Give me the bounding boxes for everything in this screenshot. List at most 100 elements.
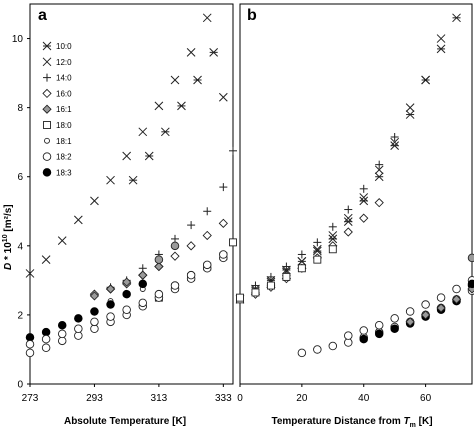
data-point: [90, 307, 99, 316]
x-axis-title-b-main: Temperature Distance from: [271, 416, 403, 427]
data-point: [436, 34, 446, 43]
data-point: [74, 314, 83, 323]
data-point: [106, 300, 115, 309]
x-axis-ticks-b: 0 20 40 60: [237, 384, 432, 404]
data-point: [170, 281, 180, 290]
x-axis-title-b: Temperature Distance from Tm [K]: [271, 416, 432, 429]
legend-label: 18:2: [56, 153, 72, 162]
legend-label: 10:0: [56, 42, 72, 51]
data-point: [122, 277, 132, 287]
data-point: [313, 255, 322, 264]
data-point: [25, 348, 35, 358]
data-point: [344, 205, 353, 214]
data-point: [359, 334, 368, 344]
legend-marker: [44, 137, 50, 144]
data-point: [74, 324, 83, 333]
data-point: [266, 272, 275, 281]
panel-a-letter: a: [38, 7, 47, 24]
data-point: [25, 269, 35, 278]
data-point: [390, 133, 399, 141]
data-point: [106, 175, 115, 185]
data-point: [229, 146, 237, 155]
data-point: [251, 288, 260, 297]
data-point: [328, 231, 338, 240]
data-point: [374, 321, 384, 330]
legend-label: 18:3: [56, 168, 72, 177]
panel-a-frame: [29, 3, 234, 385]
data-point: [229, 238, 237, 247]
data-point: [219, 250, 228, 259]
data-point: [328, 245, 337, 254]
data-point: [202, 230, 212, 241]
legend-label: 14:0: [56, 74, 72, 83]
scatter-points-b: [235, 13, 474, 358]
data-point: [186, 241, 196, 251]
data-point: [25, 340, 35, 349]
legend-label: 12:0: [56, 58, 72, 67]
data-point: [282, 262, 291, 271]
data-point: [297, 264, 306, 273]
legend-marker: [42, 57, 52, 67]
data-point: [390, 314, 399, 323]
data-point: [405, 103, 415, 112]
data-point: [128, 175, 138, 185]
data-point: [106, 312, 115, 321]
data-point: [405, 307, 415, 316]
data-point: [177, 101, 186, 111]
data-point: [344, 331, 353, 340]
data-point: [359, 184, 368, 193]
data-point: [41, 334, 51, 344]
data-point: [193, 75, 202, 85]
data-point: [343, 227, 353, 237]
data-point: [297, 250, 306, 259]
legend-marker: [42, 168, 52, 177]
data-point: [160, 127, 170, 137]
panel-b-letter: b: [247, 7, 257, 24]
data-point: [73, 215, 83, 225]
x-axis-title-b-symbol: T: [404, 416, 411, 427]
legend-label: 16:0: [56, 89, 72, 98]
data-point: [266, 281, 275, 290]
data-point: [138, 127, 148, 137]
data-point: [41, 255, 51, 264]
x-axis-ticks-a: 273 293 313 333: [22, 384, 232, 404]
data-point: [328, 234, 338, 244]
panel-b-frame: [239, 3, 473, 385]
data-point: [312, 244, 322, 254]
data-point: [467, 279, 474, 289]
data-point: [390, 137, 400, 147]
legend-label: 16:1: [56, 105, 72, 114]
data-point: [154, 101, 164, 111]
x-tick-label: 293: [86, 393, 103, 404]
data-point: [436, 293, 446, 302]
data-point: [57, 329, 67, 339]
legend-marker: [43, 121, 51, 129]
y-tick-label: 8: [17, 103, 23, 114]
data-point: [218, 218, 228, 229]
data-point: [122, 305, 131, 314]
data-point: [359, 213, 369, 223]
data-point: [420, 310, 431, 320]
data-point: [236, 293, 244, 302]
legend-marker: [42, 104, 52, 114]
data-point: [359, 196, 369, 206]
x-tick-label: 273: [22, 393, 39, 404]
x-tick-label: 40: [358, 393, 370, 404]
data-point: [170, 75, 180, 85]
data-point: [57, 321, 67, 330]
data-point: [467, 253, 474, 263]
data-point: [313, 238, 322, 247]
data-point: [138, 298, 148, 308]
x-axis-title-b-subscript: m: [410, 422, 416, 429]
data-point: [297, 257, 307, 266]
legend-marker: [43, 73, 51, 82]
data-point: [374, 329, 384, 339]
data-point: [452, 284, 461, 294]
data-point: [390, 324, 399, 333]
legend-marker: [42, 152, 52, 161]
data-point: [219, 183, 228, 192]
y-axis-title: D * 1010 [m²/s]: [2, 204, 14, 270]
x-tick-label: 0: [237, 393, 243, 404]
data-point: [90, 196, 99, 206]
